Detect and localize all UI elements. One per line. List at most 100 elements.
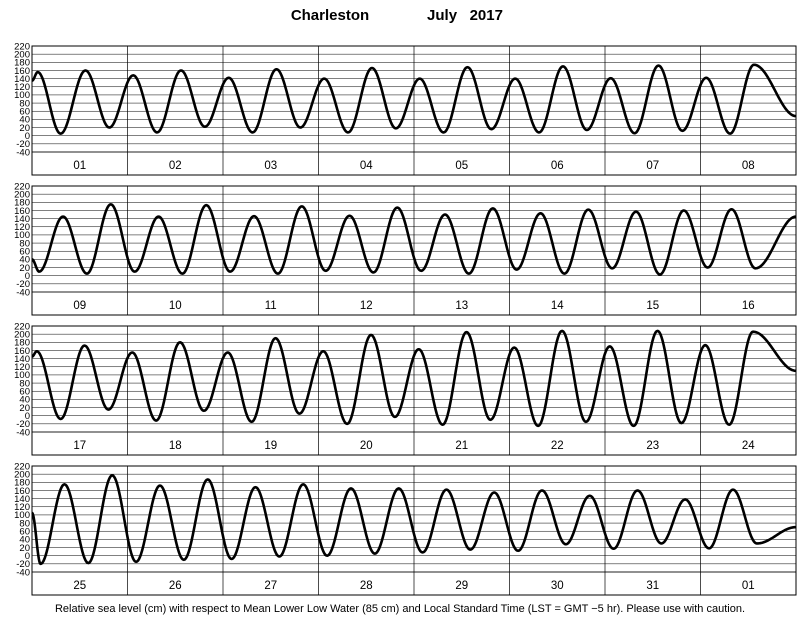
day-label: 08 <box>742 160 755 172</box>
sea-level-curve <box>30 203 797 276</box>
y-tick-label: 20 <box>19 543 30 554</box>
day-label: 16 <box>742 300 755 312</box>
y-tick-label: 160 <box>14 206 30 217</box>
day-label: 31 <box>646 580 659 592</box>
day-label: 14 <box>551 300 564 312</box>
day-label: 30 <box>551 580 564 592</box>
y-tick-label: 200 <box>14 329 30 340</box>
sea-level-curve <box>31 474 797 566</box>
day-label: 12 <box>360 300 373 312</box>
y-tick-label: 220 <box>14 461 30 472</box>
y-tick-label: -20 <box>16 279 30 290</box>
chart-footnote: Relative sea level (cm) with respect to … <box>55 603 745 615</box>
day-label: 04 <box>360 160 373 172</box>
y-tick-label: -20 <box>16 139 30 150</box>
y-tick-label: 140 <box>14 494 30 505</box>
y-tick-label: 200 <box>14 469 30 480</box>
y-tick-label: 160 <box>14 486 30 497</box>
day-label: 23 <box>646 440 659 452</box>
panel-frame <box>31 185 797 316</box>
y-tick-label: 120 <box>14 222 30 233</box>
y-tick-label: 100 <box>14 510 30 521</box>
day-label: 10 <box>169 300 182 312</box>
y-tick-label: -20 <box>16 559 30 570</box>
day-label: 07 <box>646 160 659 172</box>
y-tick-label: 220 <box>14 181 30 192</box>
y-tick-label: 120 <box>14 502 30 513</box>
day-label: 26 <box>169 580 182 592</box>
y-tick-label: 180 <box>14 338 30 349</box>
y-tick-label: 20 <box>19 123 30 134</box>
day-label: 25 <box>73 580 86 592</box>
panel-frame <box>31 45 797 176</box>
y-tick-label: -40 <box>16 147 30 158</box>
chart-title-station: Charleston <box>291 7 369 24</box>
day-label: 06 <box>551 160 564 172</box>
sea-level-curve <box>30 63 797 135</box>
y-tick-label: 100 <box>14 370 30 381</box>
day-label: 09 <box>73 300 86 312</box>
y-tick-label: 160 <box>14 346 30 357</box>
y-tick-label: 100 <box>14 230 30 241</box>
panel-frame <box>31 325 797 456</box>
day-label: 29 <box>455 580 468 592</box>
y-tick-label: 20 <box>19 403 30 414</box>
y-tick-label: 40 <box>19 115 30 126</box>
day-label: 27 <box>264 580 277 592</box>
y-tick-label: 0 <box>25 271 30 282</box>
day-label: 01 <box>742 580 755 592</box>
y-tick-label: 200 <box>14 189 30 200</box>
chart-title-period: July 2017 <box>427 7 503 24</box>
y-tick-label: 140 <box>14 354 30 365</box>
y-tick-label: -20 <box>16 419 30 430</box>
y-tick-label: 80 <box>19 518 30 529</box>
y-tick-label: 60 <box>19 107 30 118</box>
y-tick-label: 180 <box>14 478 30 489</box>
day-label: 01 <box>73 160 86 172</box>
y-tick-label: 160 <box>14 66 30 77</box>
day-label: 21 <box>455 440 468 452</box>
y-tick-label: 100 <box>14 90 30 101</box>
y-tick-label: -40 <box>16 567 30 578</box>
day-label: 22 <box>551 440 564 452</box>
day-label: 28 <box>360 580 373 592</box>
y-tick-label: 80 <box>19 98 30 109</box>
day-label: 24 <box>742 440 755 452</box>
day-label: 17 <box>73 440 86 452</box>
y-tick-label: 20 <box>19 263 30 274</box>
y-tick-label: 60 <box>19 387 30 398</box>
y-tick-label: 220 <box>14 321 30 332</box>
day-label: 20 <box>360 440 373 452</box>
sea-level-curve <box>30 329 797 428</box>
y-tick-label: 140 <box>14 74 30 85</box>
y-tick-label: 0 <box>25 551 30 562</box>
y-tick-label: 220 <box>14 41 30 52</box>
y-tick-label: 80 <box>19 238 30 249</box>
y-tick-label: 60 <box>19 527 30 538</box>
y-tick-label: 120 <box>14 362 30 373</box>
y-tick-label: 60 <box>19 247 30 258</box>
y-tick-label: -40 <box>16 287 30 298</box>
y-tick-label: 140 <box>14 214 30 225</box>
day-label: 11 <box>265 300 277 312</box>
y-tick-label: 0 <box>25 411 30 422</box>
day-label: 03 <box>264 160 277 172</box>
day-label: 19 <box>264 440 277 452</box>
y-tick-label: 120 <box>14 82 30 93</box>
day-label: 05 <box>455 160 468 172</box>
y-tick-label: -40 <box>16 427 30 438</box>
y-tick-label: 0 <box>25 131 30 142</box>
y-tick-label: 180 <box>14 198 30 209</box>
panel-frame <box>31 465 797 596</box>
y-tick-label: 40 <box>19 535 30 546</box>
y-tick-label: 180 <box>14 58 30 69</box>
day-label: 02 <box>169 160 182 172</box>
y-tick-label: 200 <box>14 49 30 60</box>
day-label: 15 <box>646 300 659 312</box>
y-tick-label: 40 <box>19 395 30 406</box>
